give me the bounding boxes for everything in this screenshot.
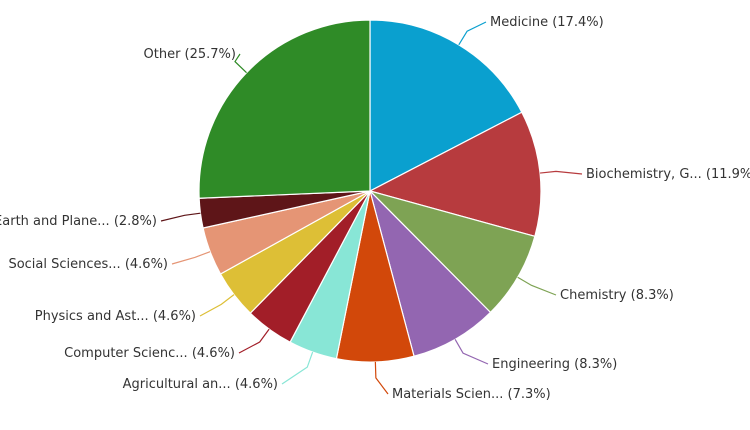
slice-label-biochemistry-g: Biochemistry, G... (11.9%) bbox=[586, 167, 750, 182]
pie-slice-engineering[interactable] bbox=[369, 190, 492, 357]
slice-label-computer-scienc: Computer Scienc... (4.6%) bbox=[64, 346, 235, 361]
leader-line-engineering bbox=[454, 339, 489, 365]
slice-label-other: Other (25.7%) bbox=[144, 47, 237, 62]
leader-line-social-sciences bbox=[171, 251, 211, 265]
slice-label-physics-and-ast: Physics and Ast... (4.6%) bbox=[35, 309, 196, 324]
leader-line-computer-scienc bbox=[238, 328, 270, 354]
slice-label-medicine: Medicine (17.4%) bbox=[490, 15, 604, 30]
slice-label-earth-and-plane: Earth and Plane... (2.8%) bbox=[0, 214, 157, 229]
leader-line-biochemistry-g bbox=[539, 170, 583, 175]
leader-line-physics-and-ast bbox=[199, 294, 235, 317]
pie-slice-chemistry[interactable] bbox=[369, 190, 536, 313]
leaders-layer bbox=[160, 21, 583, 395]
slice-label-materials-scien: Materials Scien... (7.3%) bbox=[392, 387, 551, 402]
leader-line-other bbox=[234, 53, 247, 74]
labels-layer: Medicine (17.4%) Biochemistry, G... (11.9… bbox=[0, 15, 750, 402]
slice-label-chemistry: Chemistry (8.3%) bbox=[560, 288, 674, 303]
slices-layer bbox=[198, 19, 542, 363]
leader-line-chemistry bbox=[517, 276, 557, 296]
leader-line-medicine bbox=[458, 21, 487, 46]
slice-label-agricultural-an: Agricultural an... (4.6%) bbox=[123, 377, 278, 392]
slice-label-social-sciences: Social Sciences... (4.6%) bbox=[8, 257, 168, 272]
pie-slice-medicine[interactable] bbox=[369, 19, 523, 192]
leader-line-agricultural-an bbox=[281, 351, 314, 385]
pie-slice-biochemistry-g[interactable] bbox=[369, 111, 542, 237]
leader-line-earth-and-plane bbox=[160, 212, 201, 222]
slice-label-engineering: Engineering (8.3%) bbox=[492, 357, 617, 372]
leader-line-materials-scien bbox=[374, 361, 389, 395]
